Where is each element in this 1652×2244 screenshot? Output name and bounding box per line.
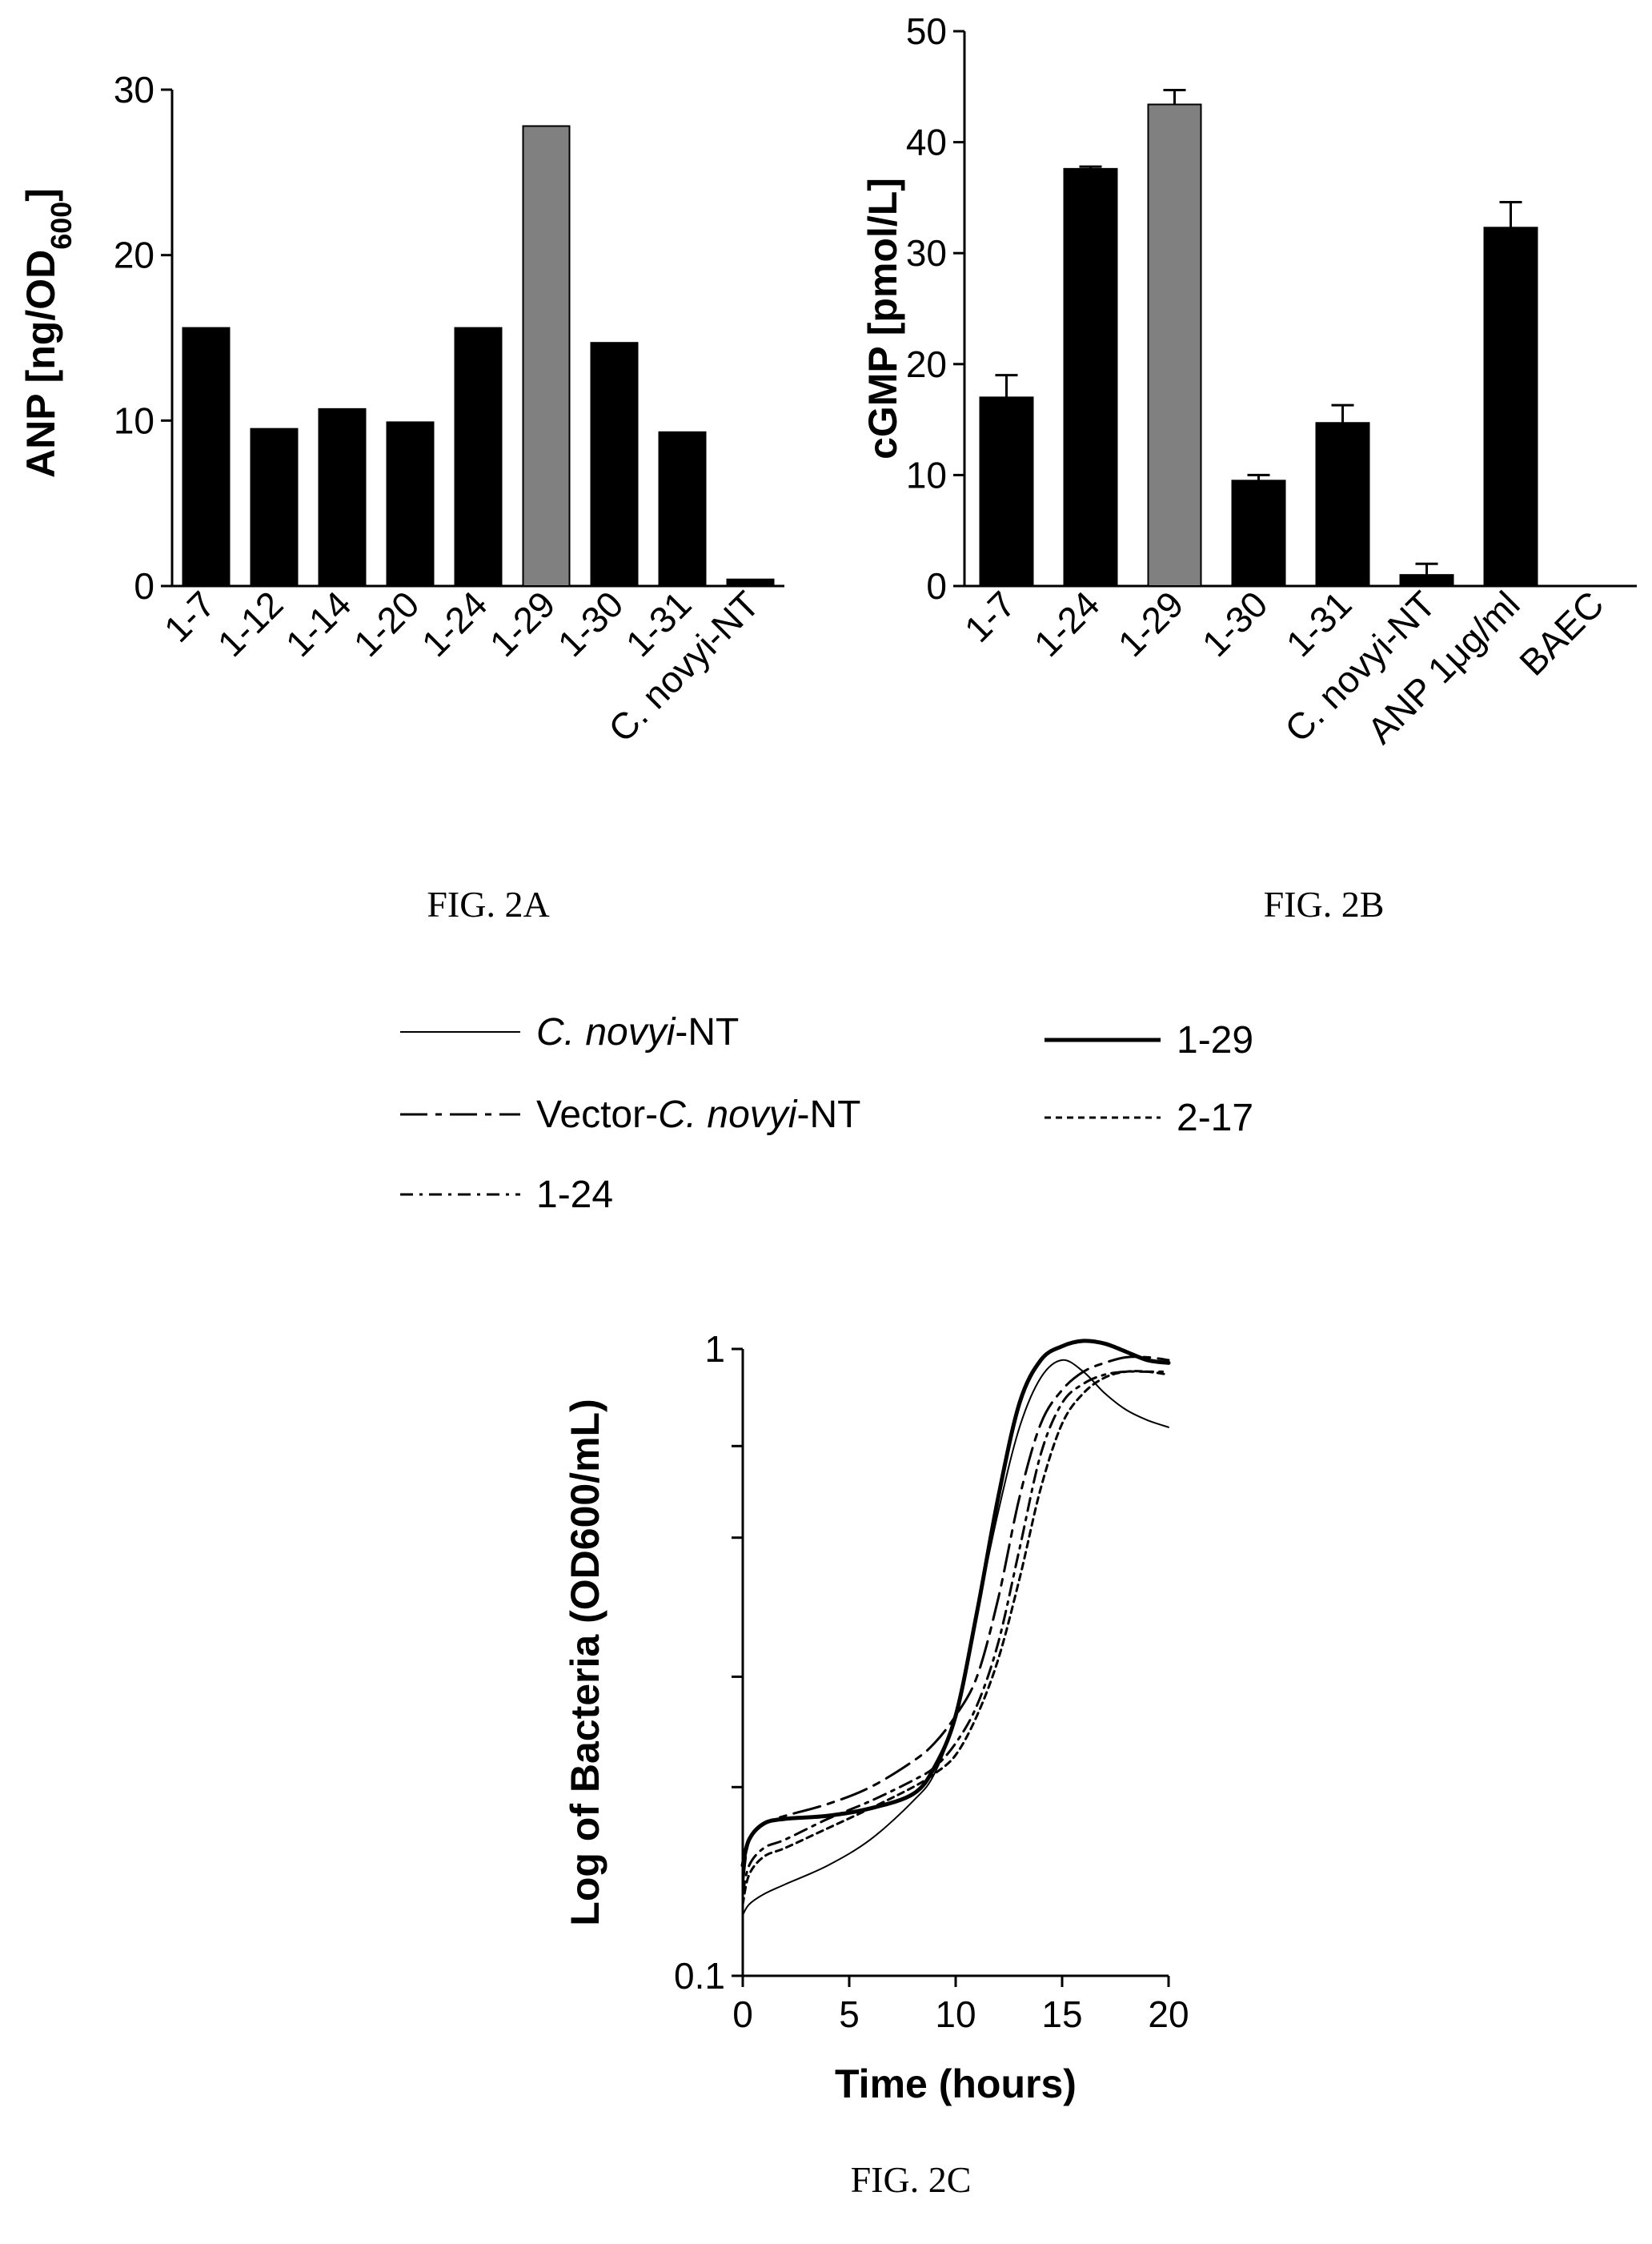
chart-2a-anp: 01020301-71-121-141-201-241-291-301-31C.…: [18, 69, 784, 750]
bar: [1399, 574, 1454, 588]
x-tick-label: 1-7: [956, 583, 1024, 650]
x-tick-label: 1-7: [156, 583, 223, 650]
x-tick-label: 1-24: [414, 583, 495, 664]
y-tick-label: 40: [906, 122, 947, 163]
legend-label: 1-24: [536, 1174, 613, 1216]
y-axis-label: Log of Bacteria (OD600/mL): [563, 1399, 607, 1925]
bar: [250, 428, 299, 588]
y-axis-label: ANP [ng/OD600]: [18, 188, 78, 478]
bar: [1315, 422, 1370, 587]
y-tick-label: 20: [906, 343, 947, 385]
y-axis-label: cGMP [pmol/L]: [860, 178, 905, 460]
x-tick-label: 20: [1148, 1993, 1189, 2035]
bar: [590, 342, 639, 587]
x-tick-label: 10: [935, 1993, 976, 2035]
x-tick-label: 1-29: [482, 583, 563, 664]
caption-fig-2a: FIG. 2A: [427, 884, 549, 925]
y-tick-label: 30: [906, 232, 947, 274]
legend-label: 1-29: [1177, 1019, 1253, 1062]
bar: [1483, 227, 1538, 587]
x-axis-label: Time (hours): [835, 2061, 1077, 2106]
legend-label: C. novyi-NT: [536, 1011, 739, 1054]
x-tick-label: 1-14: [278, 583, 359, 664]
y-tick-label: 0.1: [674, 1955, 725, 1997]
bar: [658, 431, 707, 587]
x-tick-label: 1-30: [1194, 583, 1276, 664]
bar: [1063, 167, 1118, 587]
bar: [726, 578, 775, 588]
y-tick-label: 30: [114, 69, 154, 110]
bar: [454, 327, 503, 587]
x-tick-label: 15: [1041, 1993, 1082, 2035]
series-line: [742, 1359, 1169, 1917]
bar: [386, 421, 435, 588]
y-tick-label: 50: [906, 10, 947, 52]
y-tick-label: 0: [926, 565, 947, 607]
bar: [1231, 480, 1286, 588]
bar: [182, 327, 231, 587]
x-tick-label: 1-29: [1110, 583, 1192, 664]
series-line: [740, 1339, 1171, 1868]
series-line: [741, 1370, 1170, 1906]
y-tick-label: 10: [906, 454, 947, 496]
x-tick-label: 0: [732, 1993, 753, 2035]
y-tick-label: 1: [704, 1328, 725, 1370]
bar: [318, 407, 367, 587]
chart-2c-growth: 0 5 10 15 20 0.1 1 Time (hours) Log of Bacteria …: [563, 1328, 1189, 2106]
chart-2c-legend: C. novyi-NT 1-29 Vector-C. novyi-NT 2-17 1-2…: [400, 1011, 1253, 1216]
series-line: [741, 1355, 1170, 1886]
caption-fig-2c: FIG. 2C: [851, 2159, 972, 2200]
legend-label: 2-17: [1177, 1097, 1253, 1139]
bar: [522, 125, 571, 587]
x-tick-label: 5: [839, 1993, 860, 2035]
x-tick-label: 1-12: [210, 583, 291, 664]
bar: [1147, 103, 1202, 587]
y-tick-label: 0: [134, 565, 154, 607]
series-line: [741, 1370, 1170, 1896]
y-tick-label: 10: [114, 399, 154, 441]
x-tick-label: BAEC: [1511, 583, 1611, 683]
caption-fig-2b: FIG. 2B: [1264, 884, 1385, 925]
x-tick-label: 1-24: [1026, 583, 1108, 664]
x-tick-label: 1-20: [346, 583, 427, 664]
x-tick-label: 1-30: [550, 583, 632, 664]
legend-label: Vector-C. novyi-NT: [536, 1094, 860, 1136]
bar: [979, 396, 1034, 587]
y-tick-label: 20: [114, 235, 154, 276]
